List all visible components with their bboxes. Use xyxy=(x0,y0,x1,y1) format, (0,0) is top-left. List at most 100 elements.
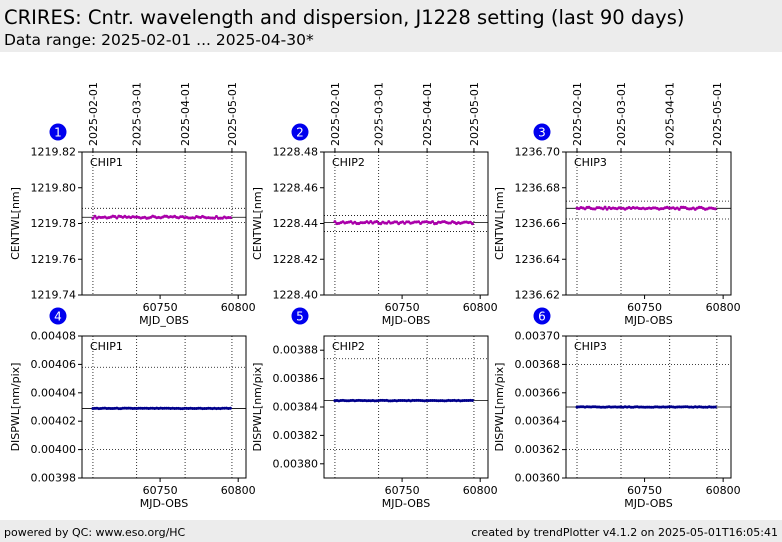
y-axis-label: DISPWL[nm/pix] xyxy=(493,363,506,452)
y-tick-label: 0.00384 xyxy=(273,401,319,414)
x-axis-label: MJD-OBS xyxy=(382,497,430,510)
y-tick-label: 0.00400 xyxy=(31,443,77,456)
data-point xyxy=(115,216,119,220)
y-tick-label: 0.00388 xyxy=(273,344,319,357)
plot-frame xyxy=(323,335,489,479)
panel-1: 1219.74 1219.76 1219.78 1219.80 1219.82 60750… xyxy=(9,82,256,327)
y-tick-label: 1228.42 xyxy=(273,253,319,266)
x-tick-label: 60750 xyxy=(143,484,178,497)
data-point xyxy=(375,220,379,224)
x-tick-label: 60800 xyxy=(463,484,498,497)
y-tick-label: 1236.64 xyxy=(515,253,561,266)
data-point xyxy=(677,207,681,211)
x-axis-label: MJD-OBS xyxy=(624,497,672,510)
panel-number-badge xyxy=(533,123,551,141)
x-axis-label: MJD-OBS xyxy=(140,497,188,510)
data-point xyxy=(470,222,474,226)
x-tick-label: 60800 xyxy=(706,484,741,497)
y-tick-label: 0.00406 xyxy=(31,358,77,371)
panel-number: 6 xyxy=(538,310,546,324)
data-point xyxy=(349,220,353,224)
y-tick-label: 0.00360 xyxy=(515,472,561,485)
data-point xyxy=(713,405,717,409)
y-tick-label: 0.00402 xyxy=(31,415,77,428)
panel-4: 0.00398 0.00400 0.00402 0.00404 0.00406 0.004… xyxy=(9,307,256,510)
x-tick-label: 60800 xyxy=(221,484,256,497)
x-tick-label: 60800 xyxy=(706,301,741,314)
footer-generator: created by trendPlotter v4.1.2 on 2025-0… xyxy=(471,526,778,539)
y-tick-label: 1236.62 xyxy=(515,289,561,302)
chip-label: CHIP3 xyxy=(574,156,607,169)
chip-label: CHIP3 xyxy=(574,340,607,353)
panel-number-badge xyxy=(533,307,551,325)
panel-number-badge xyxy=(291,123,309,141)
date-tick-label: 2025-05-01 xyxy=(468,82,481,146)
y-tick-label: 0.00398 xyxy=(31,472,77,485)
y-tick-label: 0.00364 xyxy=(515,415,561,428)
data-point xyxy=(212,216,216,220)
panel-3: 1236.62 1236.64 1236.66 1236.68 1236.70 60750… xyxy=(493,82,741,327)
x-tick-label: 60800 xyxy=(221,301,256,314)
panel-number: 1 xyxy=(54,126,62,140)
chip-label: CHIP1 xyxy=(90,156,123,169)
y-tick-label: 0.00380 xyxy=(273,457,319,470)
data-point xyxy=(369,219,373,223)
y-tick-label: 0.00408 xyxy=(31,330,77,343)
y-tick-label: 0.00370 xyxy=(515,330,561,343)
data-point xyxy=(603,205,607,209)
date-tick-label: 2025-04-01 xyxy=(421,82,434,146)
data-point xyxy=(228,406,232,410)
date-tick-label: 2025-03-01 xyxy=(615,82,628,146)
data-point xyxy=(605,207,609,211)
panel-number-badge xyxy=(49,307,67,325)
y-axis-label: CENTWL[nm] xyxy=(493,187,506,260)
x-tick-label: 60800 xyxy=(463,301,498,314)
x-tick-label: 60750 xyxy=(627,301,662,314)
panel-number-badge xyxy=(291,307,309,325)
footer-credit: powered by QC: www.eso.org/HC xyxy=(4,526,186,539)
date-tick-label: 2025-04-01 xyxy=(664,82,677,146)
footer-bar: powered by QC: www.eso.org/HC created by… xyxy=(0,520,782,542)
data-point xyxy=(228,216,232,220)
y-tick-label: 1236.66 xyxy=(515,217,561,230)
y-tick-label: 0.00386 xyxy=(273,372,319,385)
x-axis-label: MJD-OBS xyxy=(624,314,672,327)
panel-number: 5 xyxy=(296,310,304,324)
y-tick-label: 1228.46 xyxy=(273,181,319,194)
y-tick-label: 1228.40 xyxy=(273,289,319,302)
x-tick-label: 60750 xyxy=(385,484,420,497)
data-point xyxy=(601,207,605,211)
y-tick-label: 0.00382 xyxy=(273,429,319,442)
plot-frame xyxy=(565,151,732,296)
data-point xyxy=(333,220,337,224)
y-axis-label: DISPWL[nm/pix] xyxy=(251,363,264,452)
data-point xyxy=(379,222,383,226)
y-tick-label: 1219.76 xyxy=(31,253,77,266)
data-point xyxy=(91,216,95,220)
data-point xyxy=(93,214,97,218)
date-tick-label: 2025-05-01 xyxy=(711,82,724,146)
x-tick-label: 60750 xyxy=(627,484,662,497)
x-axis-label: MJD_OBS xyxy=(139,314,189,327)
panel-number: 2 xyxy=(296,126,304,140)
data-point xyxy=(214,215,218,219)
data-point xyxy=(470,398,474,402)
y-tick-label: 1219.82 xyxy=(31,146,77,159)
panel-2: 1228.40 1228.42 1228.44 1228.46 1228.48 60750… xyxy=(251,82,498,327)
data-point xyxy=(395,220,399,224)
data-range-subtitle: Data range: 2025-02-01 ... 2025-04-30* xyxy=(4,31,314,49)
date-tick-label: 2025-02-01 xyxy=(571,82,584,146)
date-tick-label: 2025-03-01 xyxy=(131,82,144,146)
y-tick-label: 1236.68 xyxy=(515,181,561,194)
y-tick-label: 0.00404 xyxy=(31,386,77,399)
y-axis-label: DISPWL[nm/pix] xyxy=(9,363,22,452)
chip-label: CHIP2 xyxy=(332,340,365,353)
page-title: CRIRES: Cntr. wavelength and dispersion,… xyxy=(4,6,685,29)
data-point xyxy=(431,220,435,224)
data-point xyxy=(417,220,421,224)
y-tick-label: 1219.80 xyxy=(31,181,77,194)
y-tick-label: 1228.44 xyxy=(273,217,319,230)
data-point xyxy=(713,207,717,211)
x-tick-label: 60750 xyxy=(385,301,420,314)
